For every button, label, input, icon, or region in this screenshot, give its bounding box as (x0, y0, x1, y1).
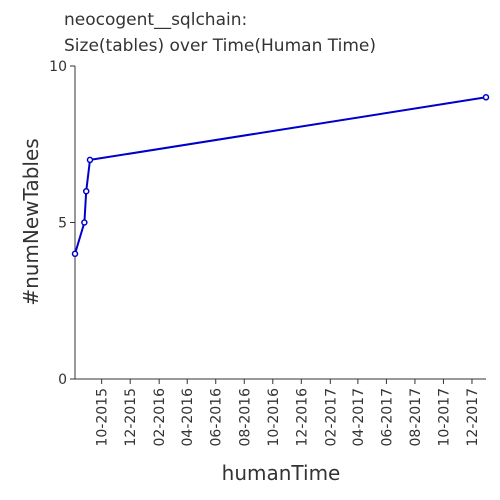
x-tick-label: 08-2016 (237, 388, 253, 447)
x-tick-label: 04-2017 (351, 388, 367, 447)
series-line (74, 96, 487, 255)
x-axis-label: humanTime (222, 461, 341, 485)
x-tick-label: 12-2015 (123, 388, 139, 447)
x-tick-label: 12-2017 (465, 388, 481, 447)
x-tick-label: 10-2015 (95, 388, 111, 447)
y-tick-label: 10 (49, 59, 67, 75)
y-axis-label: #numNewTables (19, 138, 43, 305)
data-point (86, 156, 94, 164)
y-tick-label: 0 (58, 372, 67, 388)
y-tick-label: 5 (58, 216, 67, 232)
data-point (482, 94, 490, 101)
data-point (82, 187, 90, 195)
x-tick-label: 06-2016 (209, 388, 225, 447)
x-tick-label: 12-2016 (294, 388, 310, 447)
x-tick-label: 06-2017 (379, 388, 395, 447)
x-tick-label: 04-2016 (180, 388, 196, 447)
x-tick-label: 10-2017 (436, 388, 452, 447)
data-point (81, 219, 88, 226)
x-tick-label: 02-2016 (152, 388, 168, 447)
x-axis: 10-2015 12-2015 02-2016 04-2016 06-2016 08-20… (75, 378, 486, 447)
x-tick-label: 10-2016 (266, 388, 282, 447)
data-point (71, 250, 79, 258)
series-layer (71, 94, 490, 258)
y-axis: 0 5 10 (49, 59, 76, 388)
chart-subtitle: Size(tables) over Time(Human Time) (64, 36, 376, 56)
x-tick-label: 08-2017 (408, 388, 424, 447)
x-tick-label: 02-2017 (323, 388, 339, 447)
chart-title: neocogent__sqlchain: (64, 10, 247, 30)
